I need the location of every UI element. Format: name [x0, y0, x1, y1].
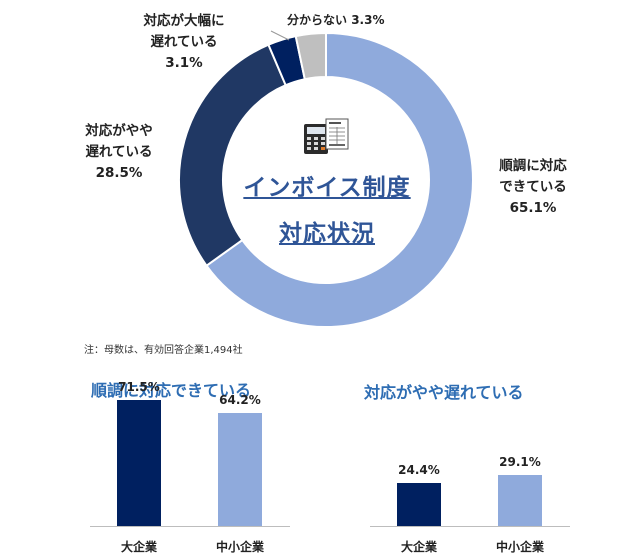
slice-label-text: できている	[499, 179, 567, 195]
bar-chart-1: 71.5% 大企業 64.2% 中小企業	[80, 380, 300, 558]
chart-title: インボイス制度 対応状況	[222, 168, 432, 248]
bar-value-label: 29.1%	[499, 454, 541, 469]
bar-chart-2-title: 対応がやや遅れている	[364, 383, 524, 402]
slice-label-slightly-behind: 対応がやや 遅れている 28.5%	[64, 121, 174, 184]
slice-label-greatly-behind: 対応が大幅に 遅れている 3.1%	[124, 11, 244, 74]
x-axis-line	[370, 526, 570, 527]
donut-slice-unknown	[294, 31, 327, 81]
category-label: 中小企業	[495, 540, 544, 554]
bar-sme	[218, 413, 262, 526]
bar-large-enterprise	[397, 483, 441, 526]
slice-label-on-track: 順調に対応 できている 65.1%	[488, 156, 578, 219]
slice-label-text: 順調に対応	[499, 158, 567, 174]
slice-label-text: 対応がやや	[85, 123, 153, 139]
chart-title-line-1: インボイス制度	[243, 175, 411, 201]
bar-large-enterprise	[117, 400, 161, 526]
slice-label-unknown: 分からない 3.3%	[287, 11, 384, 28]
slice-label-text: 対応が大幅に	[143, 13, 225, 29]
donut-slice-slightly-behind	[178, 43, 288, 268]
bar-chart-2: 24.4% 大企業 29.1% 中小企業	[360, 400, 580, 558]
slice-label-value: 3.3%	[351, 13, 385, 27]
bar-value-label: 71.5%	[118, 380, 160, 395]
x-axis-line	[90, 526, 290, 527]
leader-line	[270, 30, 290, 41]
slice-label-text: 遅れている	[85, 144, 153, 160]
chart-title-line-2: 対応状況	[279, 221, 375, 247]
bar-value-label: 64.2%	[219, 393, 261, 408]
donut-slice-on-track	[205, 31, 474, 328]
slice-label-value: 3.1%	[165, 55, 203, 71]
slice-label-text: 遅れている	[150, 34, 218, 50]
category-label: 大企業	[120, 540, 157, 554]
category-label: 大企業	[400, 540, 437, 554]
calculator-icon	[304, 124, 328, 154]
category-label: 中小企業	[215, 540, 264, 554]
bar-value-label: 24.4%	[398, 463, 440, 478]
slice-label-value: 65.1%	[509, 200, 557, 216]
invoice-icon	[325, 118, 349, 150]
donut-chart	[178, 30, 474, 328]
bar-chart-1-title: 順調に対応できている	[91, 381, 252, 400]
note: 注：母数は、有効回答企業1,494社	[84, 345, 243, 356]
slice-label-value: 28.5%	[95, 165, 143, 181]
bar-sme	[498, 474, 542, 526]
slice-label-text: 分からない	[287, 13, 348, 27]
